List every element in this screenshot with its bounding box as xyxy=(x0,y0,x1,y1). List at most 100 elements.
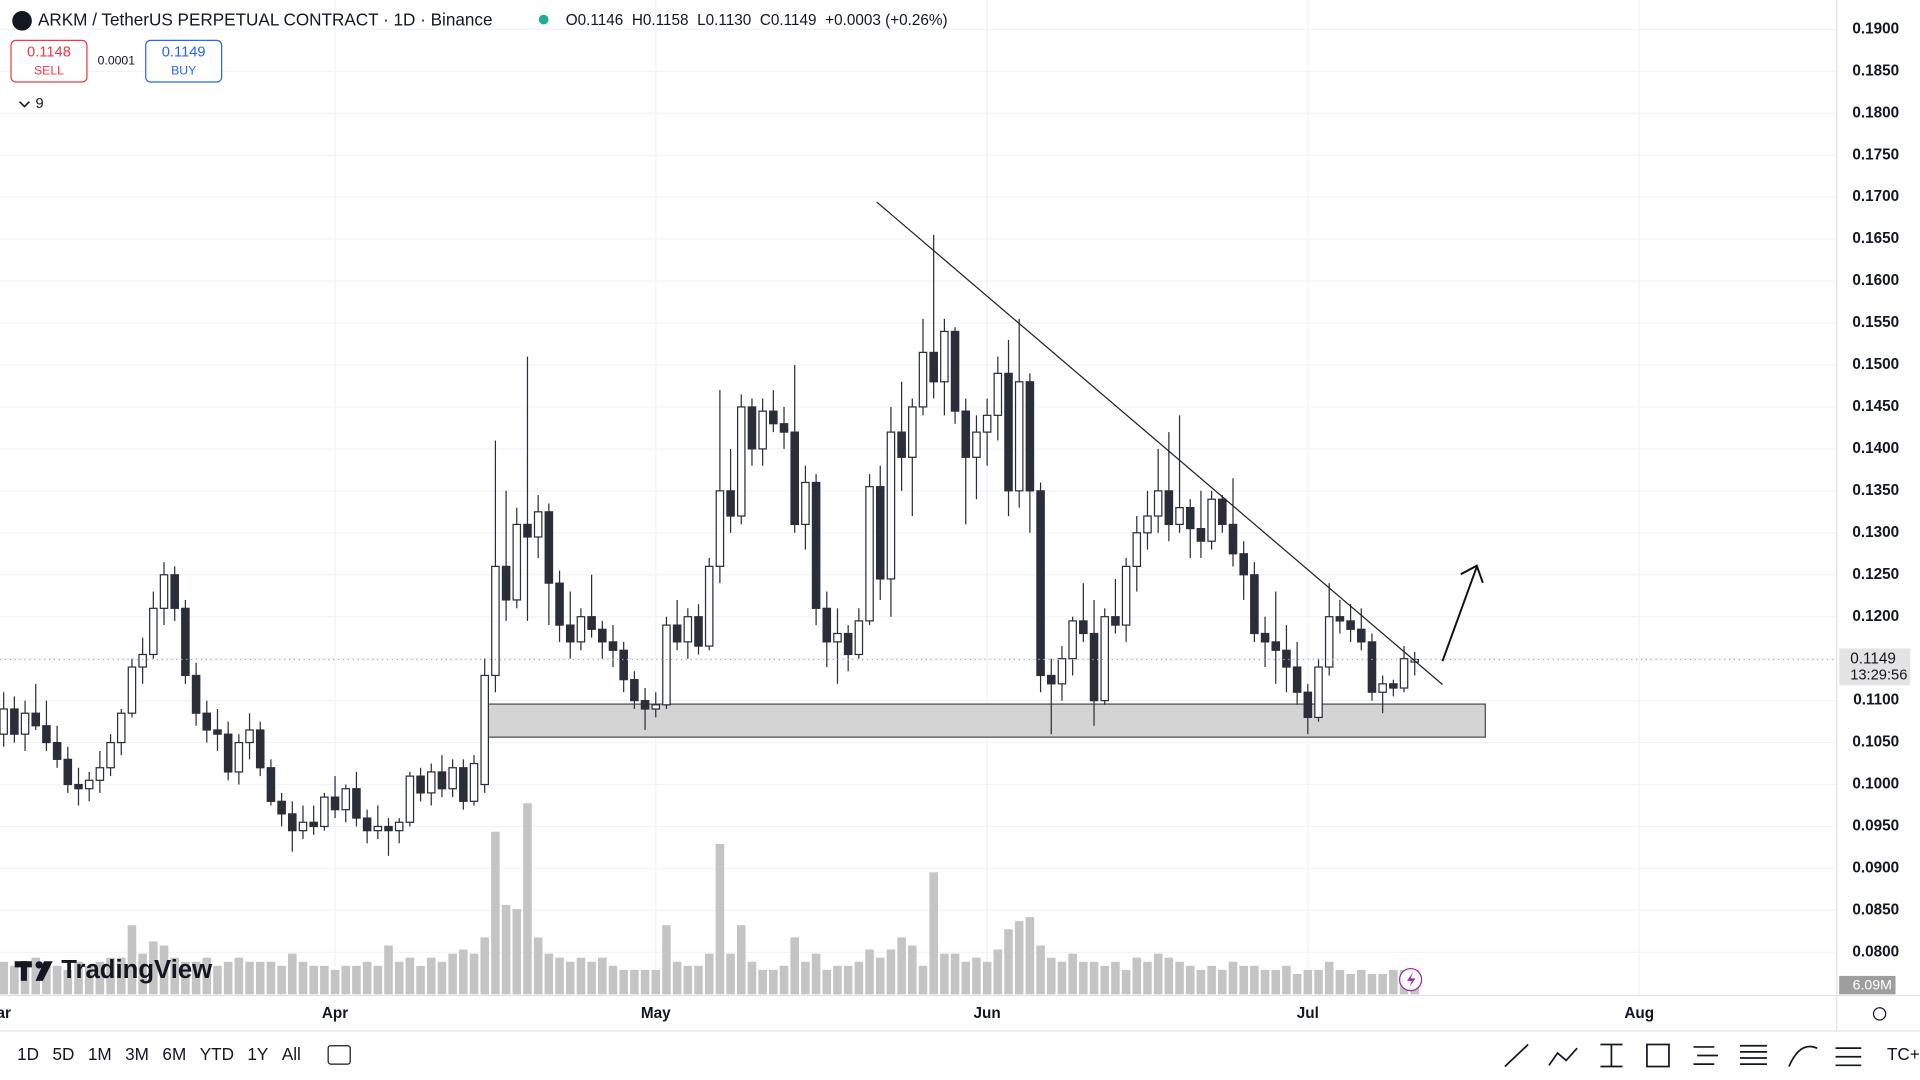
settings-icon[interactable] xyxy=(1872,1007,1887,1021)
candle-body xyxy=(20,712,30,735)
candle-body xyxy=(1271,641,1281,651)
timezone[interactable]: TC+6 xyxy=(1887,1044,1920,1064)
tool-gann[interactable] xyxy=(1740,1044,1767,1065)
volume-bar xyxy=(1303,969,1313,995)
sell-label: SELL xyxy=(34,63,64,77)
volume-bar xyxy=(565,961,575,995)
volume-bar xyxy=(897,937,906,995)
last-price-box xyxy=(1839,648,1911,686)
volume-bar xyxy=(779,965,789,995)
candles xyxy=(0,234,1420,856)
volume-bar xyxy=(1111,961,1120,995)
candle-body xyxy=(74,783,83,790)
candle-body xyxy=(309,821,318,828)
tool-brush[interactable] xyxy=(1788,1045,1818,1067)
y-tick-label: 0.0800 xyxy=(1852,943,1899,960)
tool-path[interactable] xyxy=(1548,1047,1578,1066)
y-tick-label: 0.1350 xyxy=(1852,482,1899,499)
volume-bar xyxy=(223,961,233,995)
candle-body xyxy=(533,511,543,538)
volume-bar xyxy=(138,953,147,995)
candle-body xyxy=(875,486,885,580)
candle-body xyxy=(1153,490,1163,517)
date-range-icon[interactable] xyxy=(327,1045,351,1065)
volume-bar xyxy=(1089,961,1099,995)
x-tick-label: ar xyxy=(0,1005,11,1022)
buy-price: 0.1149 xyxy=(162,45,206,61)
symbol-icon xyxy=(12,11,32,31)
candle-body xyxy=(223,733,233,773)
candle-body xyxy=(747,406,757,450)
grid xyxy=(0,0,1837,995)
volume-bar xyxy=(234,957,244,995)
ohlc-value: L0.1130 xyxy=(697,12,751,29)
candle-body xyxy=(213,729,222,735)
volume-bar xyxy=(940,953,949,995)
volume-bar xyxy=(1100,965,1110,995)
tool-fib[interactable] xyxy=(1693,1046,1718,1065)
volume-bar xyxy=(1271,969,1281,995)
volume-bar xyxy=(865,949,874,995)
candle-body xyxy=(715,490,725,567)
x-tick-label: Jul xyxy=(1297,1005,1319,1022)
last-price: 0.1149 xyxy=(1850,651,1896,668)
y-tick-label: 0.1700 xyxy=(1852,188,1899,205)
volume-bar xyxy=(736,925,746,995)
volume-bar xyxy=(972,957,981,995)
volume-bar xyxy=(384,945,393,995)
volume-bar xyxy=(598,957,607,995)
range-button[interactable]: YTD xyxy=(200,1044,234,1064)
range-button[interactable]: 3M xyxy=(125,1044,149,1064)
volume-bar xyxy=(255,961,265,995)
candle-body xyxy=(320,796,329,828)
tool-rect[interactable] xyxy=(1646,1043,1670,1068)
candle-body xyxy=(1378,683,1387,693)
candle-body xyxy=(1100,616,1110,702)
volume-bar xyxy=(416,965,425,995)
volume-bar xyxy=(1314,969,1323,995)
volume-bar xyxy=(373,965,383,995)
volume-bar xyxy=(1014,921,1024,995)
candle-body xyxy=(1250,574,1259,635)
range-button[interactable]: 6M xyxy=(162,1044,186,1064)
ohlc-value: +0.0003 (+0.26%) xyxy=(825,12,947,29)
buy-button[interactable] xyxy=(145,39,223,83)
candle-body xyxy=(1164,490,1174,526)
tool-text[interactable] xyxy=(1600,1043,1623,1068)
candle-body xyxy=(908,406,917,458)
volume-bar xyxy=(426,957,436,995)
candle-body xyxy=(341,788,351,811)
candle-body xyxy=(1292,666,1302,693)
symbol-title[interactable]: ARKM / TetherUS PERPETUAL CONTRACT · 1D … xyxy=(38,9,493,29)
volume-bar xyxy=(640,969,650,995)
volume-bar xyxy=(491,831,500,995)
y-tick-label: 0.0850 xyxy=(1852,901,1899,918)
volume-bar xyxy=(1025,917,1035,995)
candle-body xyxy=(523,523,532,538)
volume-bar xyxy=(1389,969,1398,995)
range-button[interactable]: All xyxy=(282,1044,301,1064)
tool-trendline[interactable] xyxy=(1504,1043,1529,1068)
volume-bar xyxy=(95,961,105,995)
range-button[interactable]: 5D xyxy=(53,1044,75,1064)
spread: 0.0001 xyxy=(98,53,136,67)
tool-measure[interactable] xyxy=(1835,1047,1862,1067)
volume-bar xyxy=(512,908,522,995)
range-button[interactable]: 1M xyxy=(88,1044,112,1064)
candle-body xyxy=(448,767,457,790)
volume-bar xyxy=(576,957,586,995)
volume-bar xyxy=(715,843,725,995)
time-axis: ar Apr May Jun Jul Aug xyxy=(0,1005,1654,1022)
sell-button[interactable] xyxy=(10,39,88,83)
candle-body xyxy=(10,708,19,735)
candle-body xyxy=(1057,658,1067,685)
indicators-count[interactable]: 9 xyxy=(36,96,44,112)
volume-bar xyxy=(1282,965,1291,995)
candle-body xyxy=(266,767,276,802)
volume-bar xyxy=(149,941,158,995)
candle-body xyxy=(1303,691,1313,719)
range-button[interactable]: 1Y xyxy=(247,1044,269,1064)
range-button[interactable]: 1D xyxy=(17,1044,39,1064)
